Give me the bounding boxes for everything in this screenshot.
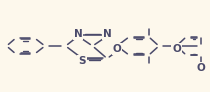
Text: N: N bbox=[74, 29, 83, 39]
Text: O: O bbox=[113, 44, 121, 54]
Text: O: O bbox=[172, 44, 181, 54]
Text: N: N bbox=[103, 29, 112, 39]
Text: S: S bbox=[79, 56, 86, 66]
Text: O: O bbox=[197, 63, 206, 73]
